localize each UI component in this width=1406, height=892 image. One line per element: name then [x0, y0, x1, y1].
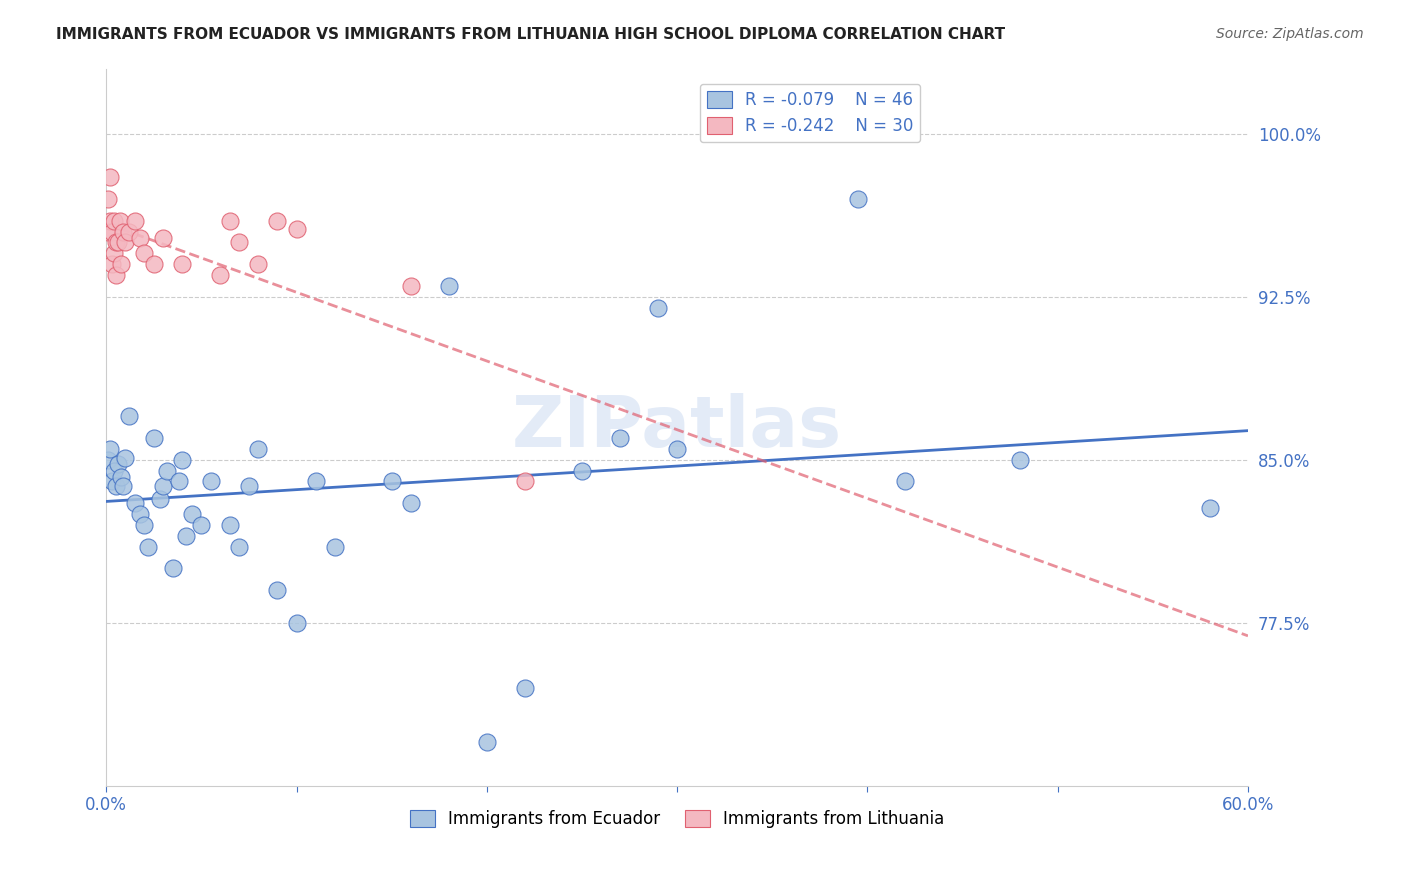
Point — [1199, 500, 1222, 515]
Point — [97, 452, 120, 467]
Point — [134, 518, 156, 533]
Point — [124, 496, 146, 510]
Point — [98, 442, 121, 456]
Point — [190, 518, 212, 533]
Point — [513, 681, 536, 695]
Point — [399, 278, 422, 293]
Point — [112, 479, 135, 493]
Point — [846, 192, 869, 206]
Point — [571, 464, 593, 478]
Point — [124, 213, 146, 227]
Point — [228, 540, 250, 554]
Point — [381, 475, 404, 489]
Point — [894, 475, 917, 489]
Point — [103, 464, 125, 478]
Point — [647, 301, 669, 315]
Point — [172, 452, 194, 467]
Point — [97, 192, 120, 206]
Point — [107, 457, 129, 471]
Point — [266, 213, 288, 227]
Point — [152, 231, 174, 245]
Point — [156, 464, 179, 478]
Point — [97, 225, 120, 239]
Point — [266, 583, 288, 598]
Point — [219, 518, 242, 533]
Point — [103, 213, 125, 227]
Point — [104, 479, 127, 493]
Point — [98, 170, 121, 185]
Point — [437, 278, 460, 293]
Text: Source: ZipAtlas.com: Source: ZipAtlas.com — [1216, 27, 1364, 41]
Point — [98, 213, 121, 227]
Point — [103, 246, 125, 260]
Point — [142, 257, 165, 271]
Point — [114, 235, 136, 250]
Point — [475, 735, 498, 749]
Point — [609, 431, 631, 445]
Point — [112, 225, 135, 239]
Point — [513, 475, 536, 489]
Point — [285, 615, 308, 630]
Point — [110, 470, 132, 484]
Point — [180, 507, 202, 521]
Point — [174, 529, 197, 543]
Point — [118, 225, 141, 239]
Point — [323, 540, 346, 554]
Point — [114, 450, 136, 465]
Point — [167, 475, 190, 489]
Point — [134, 246, 156, 260]
Point — [148, 491, 170, 506]
Point — [129, 507, 152, 521]
Point — [129, 231, 152, 245]
Point — [101, 225, 124, 239]
Point — [247, 257, 270, 271]
Point — [209, 268, 232, 282]
Point — [110, 257, 132, 271]
Point — [136, 540, 159, 554]
Point — [1008, 452, 1031, 467]
Text: ZIPatlas: ZIPatlas — [512, 392, 842, 462]
Point — [101, 257, 124, 271]
Point — [238, 479, 260, 493]
Point — [247, 442, 270, 456]
Point — [228, 235, 250, 250]
Point — [219, 213, 242, 227]
Legend: Immigrants from Ecuador, Immigrants from Lithuania: Immigrants from Ecuador, Immigrants from… — [404, 804, 952, 835]
Point — [399, 496, 422, 510]
Point — [107, 235, 129, 250]
Point — [162, 561, 184, 575]
Point — [200, 475, 222, 489]
Point — [104, 268, 127, 282]
Point — [142, 431, 165, 445]
Point — [152, 479, 174, 493]
Point — [118, 409, 141, 424]
Point — [304, 475, 326, 489]
Point — [285, 222, 308, 236]
Point — [666, 442, 689, 456]
Point — [104, 235, 127, 250]
Text: IMMIGRANTS FROM ECUADOR VS IMMIGRANTS FROM LITHUANIA HIGH SCHOOL DIPLOMA CORRELA: IMMIGRANTS FROM ECUADOR VS IMMIGRANTS FR… — [56, 27, 1005, 42]
Point — [108, 213, 131, 227]
Point — [101, 475, 124, 489]
Point — [172, 257, 194, 271]
